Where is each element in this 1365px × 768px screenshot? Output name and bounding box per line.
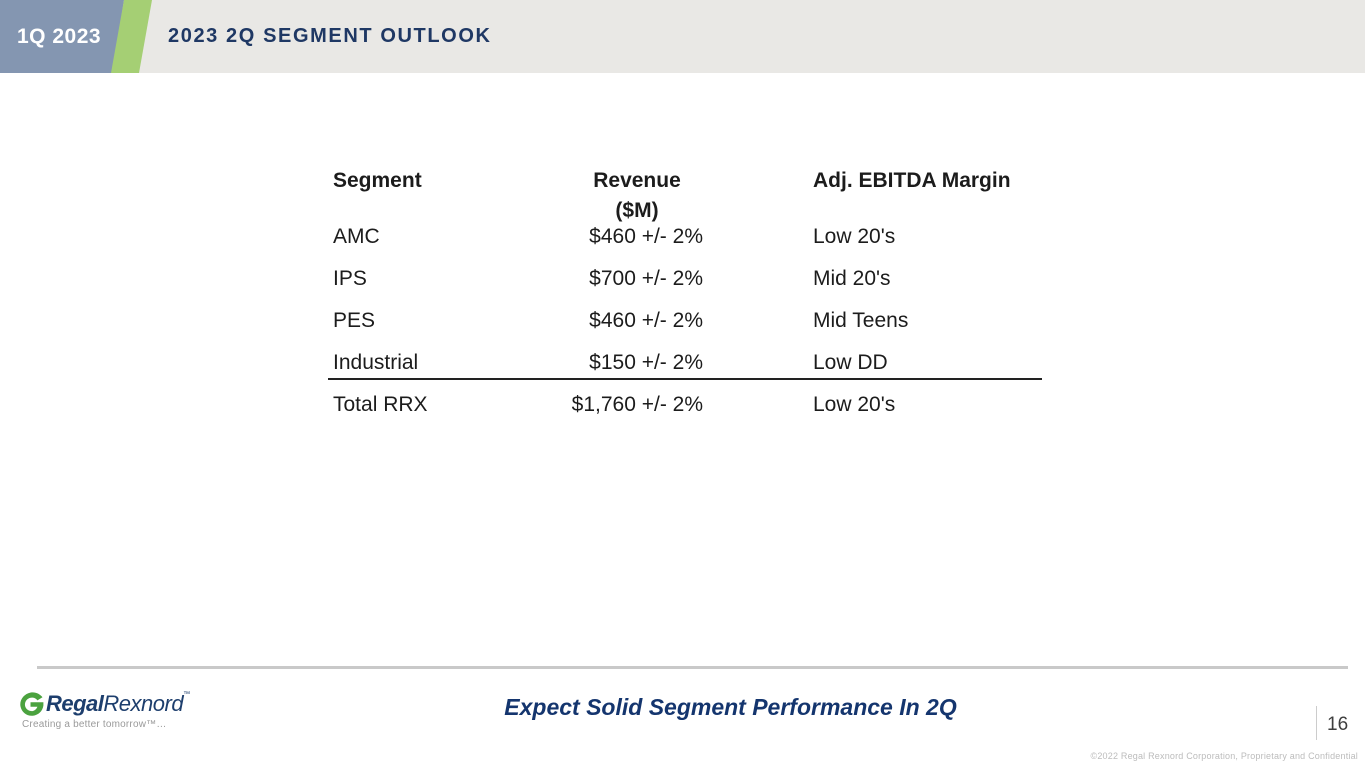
segment-revenue: $460 +/- 2% (589, 225, 703, 248)
table-total-divider (328, 378, 1042, 380)
header-bar: 1Q 2023 2023 2Q SEGMENT OUTLOOK (0, 0, 1365, 73)
column-header-segment: Segment (333, 169, 422, 192)
table-row: IPS $700 +/- 2% Mid 20's (333, 258, 1073, 300)
quarter-badge: 1Q 2023 (17, 25, 102, 48)
table-row: PES $460 +/- 2% Mid Teens (333, 300, 1073, 342)
segment-name: Industrial (333, 351, 419, 374)
logo-word-regal: Regal (46, 691, 104, 716)
copyright-notice: ©2022 Regal Rexnord Corporation, Proprie… (1090, 751, 1358, 761)
slide-title: 2023 2Q SEGMENT OUTLOOK (168, 25, 492, 47)
logo-trademark: ™ (183, 691, 190, 698)
segment-revenue: $700 +/- 2% (589, 267, 703, 290)
logo-wordmark: RegalRexnord™ (46, 691, 190, 717)
badge-shape-graphics (0, 0, 152, 73)
table-header-row: Segment Revenue ($M) Adj. EBITDA Margin (333, 166, 1073, 222)
regal-rexnord-logo-icon (20, 692, 44, 716)
column-header-revenue: Revenue ($M) (593, 169, 681, 222)
logo-tagline: Creating a better tomorrow™… (22, 719, 167, 730)
company-logo: RegalRexnord™ Creating a better tomorrow… (20, 691, 190, 730)
logo-word-rexnord: Rexnord (103, 691, 184, 716)
segment-margin: Mid Teens (813, 309, 909, 332)
table-row: Industrial $150 +/- 2% Low DD (333, 342, 1073, 384)
page-number: 16 (1327, 714, 1349, 735)
segment-outlook-table: Segment Revenue ($M) Adj. EBITDA Margin … (333, 166, 1073, 426)
total-label: Total RRX (333, 393, 428, 416)
total-margin: Low 20's (813, 393, 896, 416)
segment-revenue: $460 +/- 2% (589, 309, 703, 332)
segment-margin: Low 20's (813, 225, 896, 248)
key-message: Expect Solid Segment Performance In 2Q (504, 694, 957, 720)
table-total-row: Total RRX $1,760 +/- 2% Low 20's (333, 384, 1073, 426)
footer-divider (37, 666, 1348, 669)
segment-name: IPS (333, 267, 367, 290)
total-revenue: $1,760 +/- 2% (571, 393, 703, 416)
segment-name: AMC (333, 225, 380, 248)
segment-margin: Low DD (813, 351, 888, 374)
segment-name: PES (333, 309, 376, 332)
table-row: AMC $460 +/- 2% Low 20's (333, 216, 1073, 258)
column-header-margin: Adj. EBITDA Margin (813, 169, 1011, 192)
segment-revenue: $150 +/- 2% (589, 351, 703, 374)
page-number-divider (1316, 706, 1317, 740)
segment-margin: Mid 20's (813, 267, 891, 290)
